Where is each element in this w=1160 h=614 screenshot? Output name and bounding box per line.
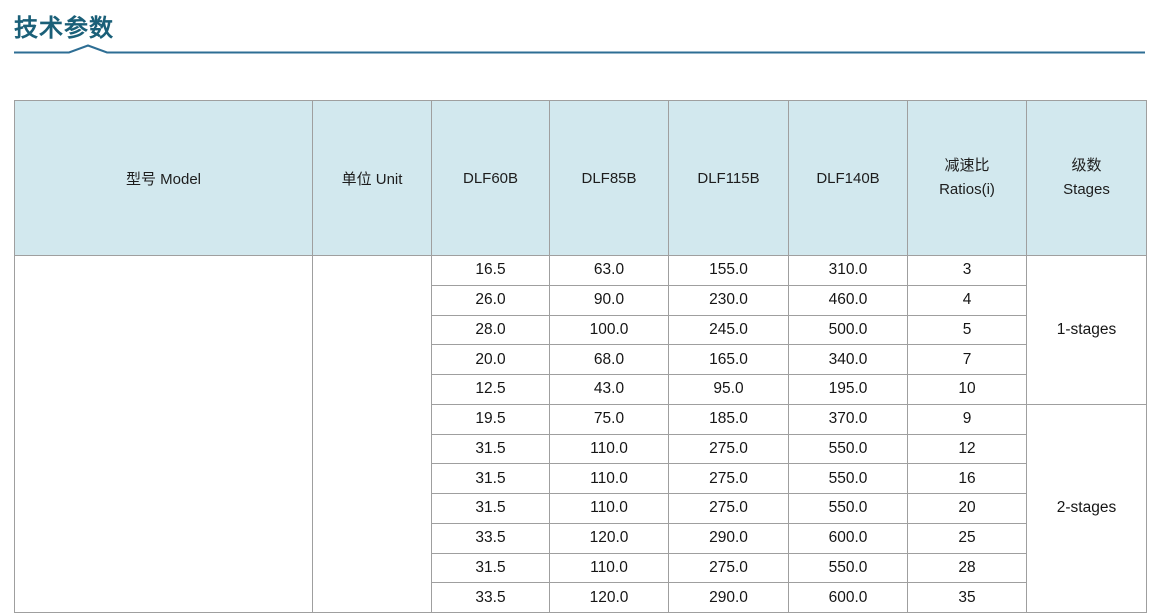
value-cell: 110.0 (549, 463, 669, 494)
value-cell: 195.0 (788, 374, 908, 405)
value-cell: 31.5 (431, 433, 550, 465)
value-cell: 31.5 (431, 493, 550, 524)
value-cell: 600.0 (788, 582, 908, 613)
ratio-cell: 20 (907, 493, 1027, 524)
ratio-cell: 28 (907, 552, 1027, 584)
value-cell: 120.0 (549, 522, 669, 554)
value-cell: 43.0 (549, 374, 669, 405)
col-header-dlf85b: DLF85B (549, 100, 669, 256)
value-cell: 33.5 (431, 522, 550, 554)
value-cell: 165.0 (668, 344, 789, 375)
value-cell: 230.0 (668, 284, 789, 316)
value-cell: 370.0 (788, 403, 908, 435)
value-cell: 100.0 (549, 314, 669, 346)
value-cell: 550.0 (788, 433, 908, 465)
value-cell: 275.0 (668, 493, 789, 524)
value-cell: 20.0 (431, 344, 550, 375)
table-row: 19.5 75.0 185.0 370.0 9 2-stages (15, 403, 1147, 614)
table-row: 31.5 110.0 275.0 550.0 28 (15, 552, 1147, 584)
value-cell: 95.0 (668, 374, 789, 405)
ratio-cell: 10 (907, 374, 1027, 405)
table-row: 31.5 110.0 275.0 550.0 12 (15, 433, 1147, 465)
stage-group-cell: 1-stages (1026, 255, 1147, 405)
unit-span-cell (312, 255, 432, 613)
value-cell: 550.0 (788, 493, 908, 524)
ratio-cell: 3 (907, 255, 1027, 286)
col-header-stages-line2: Stages (1063, 181, 1110, 198)
value-cell: 110.0 (549, 493, 669, 524)
table-row: 20.0 68.0 165.0 340.0 7 (15, 344, 1147, 375)
value-cell: 290.0 (668, 522, 789, 554)
value-cell: 68.0 (549, 344, 669, 375)
value-cell: 340.0 (788, 344, 908, 375)
value-cell: 19.5 (431, 403, 550, 435)
ratio-cell: 12 (907, 433, 1027, 465)
table-row: 31.5 110.0 275.0 550.0 20 (15, 493, 1147, 524)
col-header-ratios-line1: 减速比 (944, 157, 990, 174)
value-cell: 275.0 (668, 433, 789, 465)
ratio-cell: 25 (907, 522, 1027, 554)
value-cell: 28.0 (431, 314, 550, 346)
value-cell: 550.0 (788, 552, 908, 584)
title-underline-decoration (14, 44, 1145, 54)
col-header-ratios: 减速比 Ratios(i) (907, 100, 1027, 256)
value-cell: 600.0 (788, 522, 908, 554)
ratio-cell: 4 (907, 284, 1027, 316)
value-cell: 120.0 (549, 582, 669, 613)
col-header-dlf115b: DLF115B (668, 100, 789, 256)
value-cell: 33.5 (431, 582, 550, 613)
table-row: 16.5 63.0 155.0 310.0 3 1-stages (14, 255, 1147, 613)
value-cell: 90.0 (549, 284, 669, 316)
ratio-cell: 35 (907, 582, 1027, 613)
ratio-cell: 7 (907, 344, 1027, 375)
value-cell: 275.0 (668, 552, 789, 584)
value-cell: 31.5 (431, 463, 550, 494)
col-header-stages-line1: 级数 (1071, 157, 1102, 174)
value-cell: 310.0 (788, 255, 908, 286)
ratio-cell: 5 (907, 314, 1027, 346)
spec-table-body: 16.5 63.0 155.0 310.0 3 1-stages 26.0 90.0 230.0… (14, 255, 1147, 614)
value-cell: 275.0 (668, 463, 789, 494)
value-cell: 460.0 (788, 284, 908, 316)
table-row: 26.0 90.0 230.0 460.0 4 (15, 284, 1147, 316)
value-cell: 155.0 (668, 255, 789, 286)
value-cell: 110.0 (549, 552, 669, 584)
value-cell: 26.0 (431, 284, 550, 316)
col-header-model: 型号 Model (14, 100, 313, 256)
spec-table: 型号 Model 单位 Unit DLF60B DLF85B DLF115B D… (14, 100, 1147, 614)
col-header-dlf140b: DLF140B (788, 100, 908, 256)
col-header-stages: 级数 Stages (1026, 100, 1147, 256)
col-header-unit: 单位 Unit (312, 100, 432, 256)
table-row: 12.5 43.0 95.0 195.0 10 (15, 374, 1147, 405)
value-cell: 290.0 (668, 582, 789, 613)
col-header-ratios-line2: Ratios(i) (939, 181, 995, 198)
ratio-cell: 16 (907, 463, 1027, 494)
value-cell: 500.0 (788, 314, 908, 346)
model-span-cell (14, 255, 313, 613)
value-cell: 16.5 (431, 255, 550, 286)
value-cell: 185.0 (668, 403, 789, 435)
value-cell: 550.0 (788, 463, 908, 494)
ratio-cell: 9 (907, 403, 1027, 435)
value-cell: 63.0 (549, 255, 669, 286)
value-cell: 245.0 (668, 314, 789, 346)
page-title: 技术参数 (14, 15, 114, 42)
col-header-dlf60b: DLF60B (431, 100, 550, 256)
table-row: 33.5 120.0 290.0 600.0 35 (15, 582, 1147, 613)
table-row: 33.5 120.0 290.0 600.0 25 (15, 522, 1147, 554)
value-cell: 31.5 (431, 552, 550, 584)
stage-group-cell: 2-stages (1026, 403, 1147, 614)
table-header-row: 型号 Model 单位 Unit DLF60B DLF85B DLF115B D… (14, 100, 1147, 256)
value-cell: 12.5 (431, 374, 550, 405)
value-cell: 75.0 (549, 403, 669, 435)
value-cell: 110.0 (549, 433, 669, 465)
